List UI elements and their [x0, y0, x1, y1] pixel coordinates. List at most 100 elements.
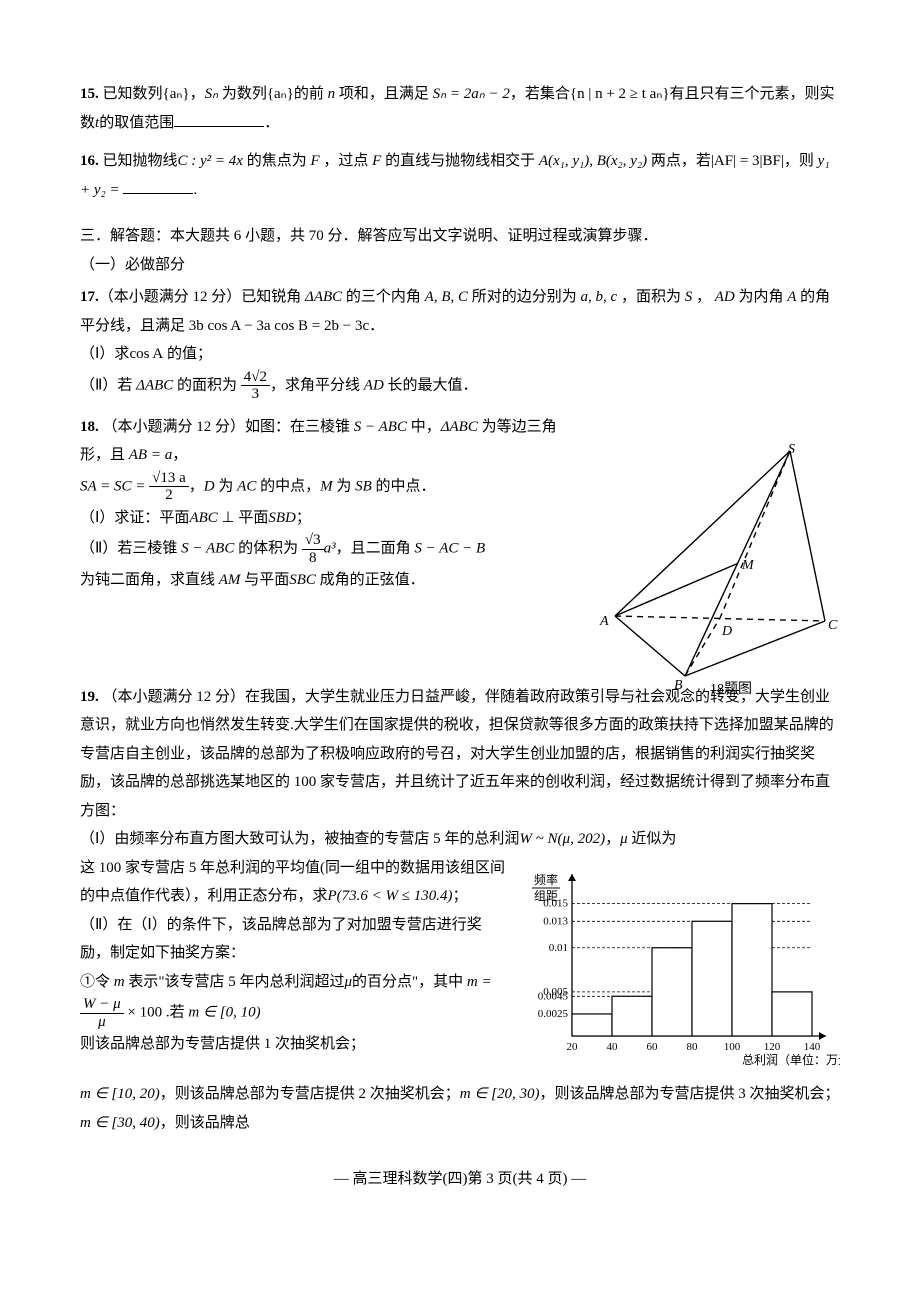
label-S: S	[788, 437, 795, 464]
q19-p2e: .若	[162, 1004, 185, 1020]
question-18: 18. （本小题满分 12 分）如图：在三棱锥 S − ABC 中，ΔABC 为…	[80, 413, 840, 673]
q18-t4: 为	[218, 478, 233, 494]
q15-blank	[174, 109, 264, 127]
q19-p2i: ，则该品牌总	[160, 1115, 250, 1131]
label-M: M	[742, 553, 754, 580]
pyramid-svg	[590, 441, 850, 691]
q18-t5: 的中点，	[256, 478, 320, 494]
q16-curve: C : y² = 4x	[178, 153, 243, 169]
q19-p2h: ，则该品牌总部为专营店提供 3 次抽奖机会；	[539, 1086, 839, 1102]
q17-t5: 为内角	[738, 289, 783, 305]
q19-p1d: ；	[453, 888, 468, 904]
q17-p1-label: （Ⅰ）求	[80, 346, 129, 362]
label-C: C	[828, 613, 837, 640]
q18-p2-label: （Ⅱ）若三棱锥	[80, 540, 177, 556]
q18-t3: ，	[189, 478, 204, 494]
q18-p2-d: 与平面	[240, 572, 289, 588]
q19-p2b: ①令	[80, 974, 110, 990]
q16-F2: F	[372, 153, 381, 169]
q15-t8: 的取值范围	[99, 115, 174, 131]
q17-frac-num: 4√2	[241, 369, 270, 387]
q19-head: （本小题满分 12 分）	[103, 689, 246, 705]
q18-part1: （Ⅰ）求证：平面ABC ⊥ 平面SBD；	[80, 504, 580, 533]
q18-part2: （Ⅱ）若三棱锥 S − ABC 的体积为 √3 8 a³，且二面角 S − AC…	[80, 532, 580, 566]
svg-text:总利润（单位：万元）: 总利润（单位：万元）	[742, 1052, 840, 1067]
q18-sa-lead: SA = SC =	[80, 478, 149, 494]
q18-ab: AB = a	[129, 447, 172, 463]
q16-pts: A(x₁, y₁), B(x₂, y₂)	[539, 153, 647, 169]
q17-tri2: ΔABC	[136, 377, 173, 393]
q19-p2a: （Ⅱ）在（Ⅰ）的条件下，该品牌总部为了对加盟专营店进行奖励，制定如下抽奖方案：	[80, 917, 482, 962]
q17-part1: （Ⅰ）求cos A 的值；	[80, 340, 840, 369]
q17-angles: A, B, C	[425, 289, 468, 305]
q16-t5: 两点，若	[647, 153, 711, 169]
q16-t1: 已知抛物线	[103, 153, 178, 169]
q18-sa-den: 2	[149, 487, 189, 504]
q18-p2-tail: 成角的正弦值．	[316, 572, 425, 588]
q15-n: n	[328, 86, 336, 102]
svg-text:120: 120	[764, 1041, 781, 1053]
q19-p0: 在我国，大学生就业压力日益严峻，伴随着政府政策引导与社会观念的转变，大学生创业意…	[80, 689, 834, 819]
q19-formula-num: W − μ	[80, 996, 124, 1014]
label-D: D	[722, 619, 732, 646]
q18-eqtri: ΔABC	[441, 419, 478, 435]
q16-blank	[123, 176, 193, 194]
q17-eq: 3b cos A − 3a cos B = 2b − 3c	[189, 318, 369, 334]
q19-p2c: 表示"该专营店 5 年内总利润超过	[125, 974, 345, 990]
q18-head: （本小题满分 12 分）如图：在三棱锥	[103, 419, 351, 435]
svg-text:40: 40	[607, 1041, 619, 1053]
q17-t2: 所对的边分别为	[468, 289, 577, 305]
q19-p2f: 则该品牌总部为专营店提供 1 次抽奖机会；	[80, 1036, 365, 1052]
q18-sbd: SBD	[268, 510, 296, 526]
q16-t6: ，则	[784, 153, 814, 169]
q18-p2-line2: 为钝二面角，求直线	[80, 572, 215, 588]
q15-set: {n | n + 2 ≥ t aₙ}	[570, 86, 670, 102]
q17-sides: a, b, c	[581, 289, 618, 305]
q18-t2c: ，	[172, 447, 187, 463]
q19-formula-den: μ	[80, 1014, 124, 1031]
svg-text:0.01: 0.01	[549, 941, 568, 953]
svg-text:60: 60	[647, 1041, 659, 1053]
fig18-caption: 18题图	[710, 677, 752, 704]
q15-seq: {aₙ}	[163, 86, 190, 102]
question-16: 16. 已知抛物线C : y² = 4x 的焦点为 F ，过点 F 的直线与抛物…	[80, 147, 840, 204]
q15-t3: 为数列	[218, 86, 267, 102]
q19-p2d: 的百分点"，其中	[352, 974, 463, 990]
q19-p1b: ，	[605, 831, 620, 847]
q17-part2: （Ⅱ）若 ΔABC 的面积为 4√2 3 ，求角平分线 AD 长的最大值．	[80, 369, 840, 403]
q17-p1-tail: 的值；	[167, 346, 212, 362]
q18-vol-num: √3	[302, 532, 324, 550]
q19-range2: m ∈ [10, 20)	[80, 1086, 160, 1102]
q15-t2: ，	[190, 86, 205, 102]
svg-text:频率: 频率	[534, 872, 558, 887]
q19-formula-lhs: m =	[467, 974, 492, 990]
q15-number: 15.	[80, 86, 99, 102]
q19-range3: m ∈ [20, 30)	[460, 1086, 540, 1102]
q18-t7: 的中点．	[372, 478, 436, 494]
q19-prob: P(73.6 < W ≤ 130.4)	[328, 888, 453, 904]
q17-t7: ．	[369, 318, 384, 334]
q19-range1: m ∈ [0, 10)	[188, 1004, 260, 1020]
q16-cond: |AF| = 3|BF|	[711, 153, 784, 169]
histogram-svg: 0.00250.00450.0050.010.0130.015204060801…	[510, 860, 840, 1070]
q19-range4: m ∈ [30, 40)	[80, 1115, 160, 1131]
q18-sa-num: √13 a	[149, 470, 189, 488]
q18-plane1: ABC	[189, 510, 217, 526]
q18-SB: SB	[355, 478, 372, 494]
q19-p1c-lead: 近似为	[628, 831, 677, 847]
section-3-title: 三．解答题：本大题共 6 小题，共 70 分．解答应写出文字说明、证明过程或演算…	[80, 222, 840, 251]
q18-vol-den: 8	[302, 550, 324, 567]
q15-sn: Sₙ	[205, 86, 218, 102]
q19-mu: μ	[620, 831, 628, 847]
question-19: 19. （本小题满分 12 分）在我国，大学生就业压力日益严峻，伴随着政府政策引…	[80, 683, 840, 1138]
q15-t4: 的前	[294, 86, 324, 102]
q18-perp: ⊥	[222, 510, 235, 526]
q19-number: 19.	[80, 689, 99, 705]
q18-p1-label: （Ⅰ）求证：平面	[80, 510, 189, 526]
q18-part2-line2: 为钝二面角，求直线 AM 与平面SBC 成角的正弦值．	[80, 566, 580, 595]
svg-text:140: 140	[804, 1041, 821, 1053]
svg-text:100: 100	[724, 1041, 741, 1053]
section-3-header: 三．解答题：本大题共 6 小题，共 70 分．解答应写出文字说明、证明过程或演算…	[80, 222, 840, 279]
q18-sa-fraction: √13 a 2	[149, 470, 189, 504]
q18-p2-mid: 的体积为	[238, 540, 298, 556]
